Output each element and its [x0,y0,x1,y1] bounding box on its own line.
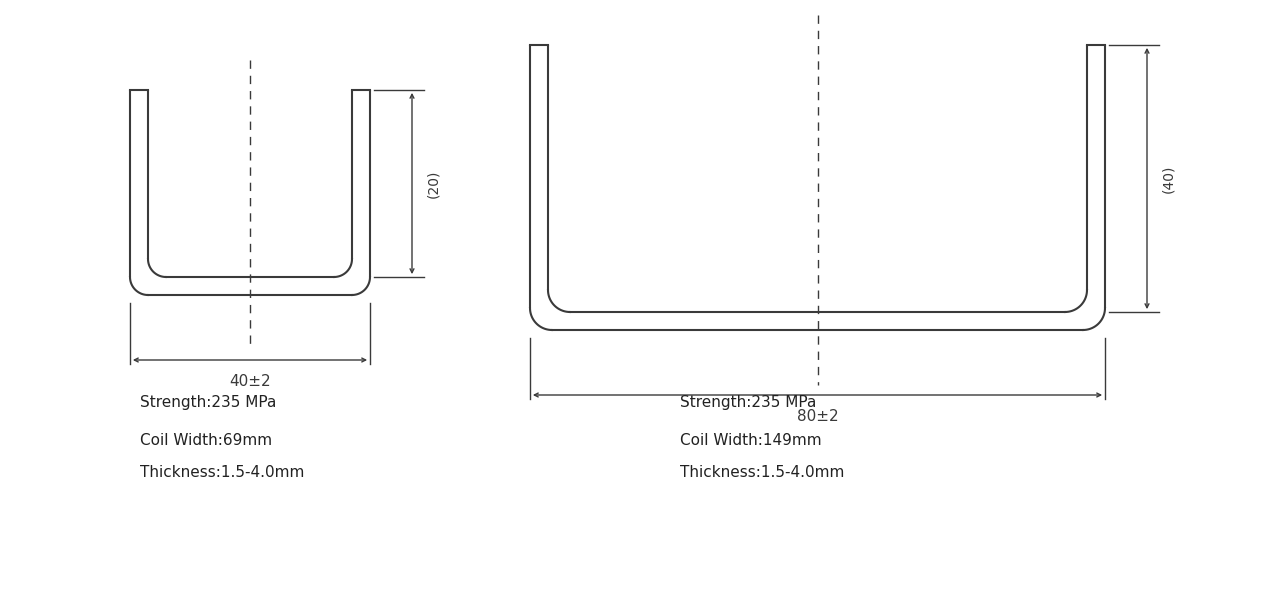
Text: 80±2: 80±2 [796,409,838,424]
Text: Strength:235 MPa: Strength:235 MPa [140,395,276,410]
Text: Strength:235 MPa: Strength:235 MPa [680,395,817,410]
Text: Coil Width:149mm: Coil Width:149mm [680,433,822,448]
Text: Coil Width:69mm: Coil Width:69mm [140,433,273,448]
Text: Thickness:1.5-4.0mm: Thickness:1.5-4.0mm [680,465,845,480]
Text: (20): (20) [426,169,440,198]
Text: 40±2: 40±2 [229,374,271,389]
Text: (40): (40) [1161,165,1175,193]
Text: Thickness:1.5-4.0mm: Thickness:1.5-4.0mm [140,465,305,480]
